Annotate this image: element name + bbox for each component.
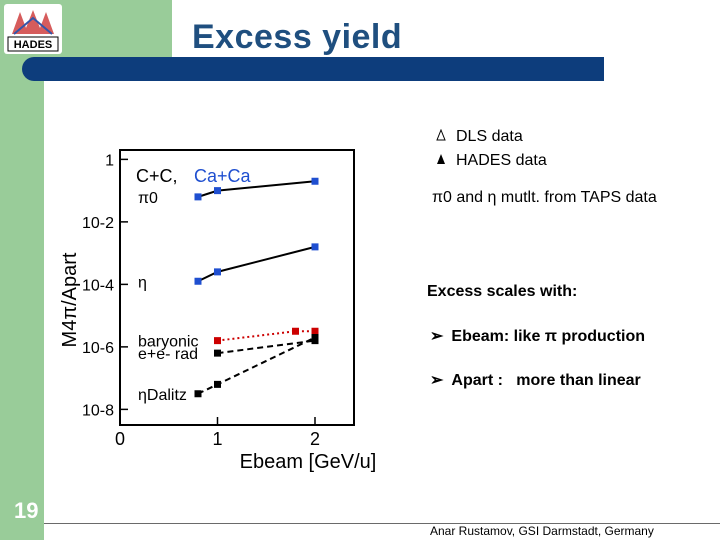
y-tick-label: 10-2 — [82, 215, 114, 232]
data-point — [214, 187, 221, 195]
x-tick-label: 0 — [115, 429, 125, 449]
open-triangle-icon — [436, 128, 446, 146]
x-tick-label: 2 — [310, 429, 320, 449]
series-line-2 — [217, 330, 315, 342]
left-green-bar — [0, 0, 44, 540]
bullet-apart: ➢ Apart : more than linear — [430, 370, 641, 390]
data-point — [311, 334, 319, 341]
data-point — [311, 177, 319, 185]
y-tick-label: 10-6 — [82, 340, 114, 357]
system-label-cc: C+C, — [136, 166, 178, 186]
arrow-bullet-icon: ➢ — [430, 372, 444, 389]
data-point — [214, 268, 221, 276]
slide-number: 19 — [14, 498, 39, 523]
series-label: e+e- rad — [138, 346, 198, 363]
y-tick-label: 10-8 — [82, 402, 114, 419]
excess-yield-chart: M4π/Apart Ebeam [GeV/u] C+C, Ca+Ca 0 1 2 1 1… — [59, 149, 377, 473]
arrow-bullet-icon: ➢ — [430, 328, 444, 345]
footer-divider — [44, 523, 720, 524]
series-label: π0 — [138, 190, 158, 207]
series-line-3 — [217, 339, 316, 355]
data-point — [214, 380, 221, 388]
series-label: baryonic — [138, 334, 198, 351]
taps-note: π0 and η mutlt. from TAPS data — [432, 189, 657, 206]
title-underline-bar — [22, 57, 604, 81]
system-label-caca: Ca+Ca — [194, 166, 252, 186]
plot-frame — [119, 149, 355, 426]
legend-hades: HADES data — [436, 152, 547, 170]
data-point — [214, 349, 221, 357]
y-axis-label: M4π/Apart — [59, 252, 81, 347]
logo-text: HADES — [14, 39, 53, 51]
bullet-ebeam-text: Ebeam: like π production — [451, 328, 646, 345]
data-point — [311, 327, 319, 335]
y-tick-label: 10-4 — [82, 277, 114, 294]
bullet-ebeam: ➢ Ebeam: like π production — [430, 326, 645, 346]
series-label: η — [138, 274, 147, 291]
legend-dls: DLS data — [436, 128, 523, 146]
hades-logo: HADES — [4, 4, 62, 54]
series-label: ηDalitz — [138, 387, 187, 404]
y-tick-label: 1 — [105, 152, 114, 169]
data-point — [214, 337, 221, 345]
data-point — [292, 327, 299, 335]
x-axis-label: Ebeam [GeV/u] — [240, 451, 377, 473]
series-line-1 — [197, 245, 316, 283]
excess-heading: Excess scales with: — [427, 283, 578, 300]
data-point — [194, 390, 202, 398]
legend-hades-label: HADES data — [456, 152, 547, 169]
footer-credit: Anar Rustamov, GSI Darmstadt, Germany — [430, 524, 654, 538]
data-point — [194, 193, 202, 201]
bullet-apart-text: Apart : more than linear — [451, 372, 641, 389]
data-point — [194, 277, 202, 285]
slide-title: Excess yield — [192, 18, 403, 56]
x-tick-label: 1 — [212, 429, 222, 449]
filled-triangle-icon — [436, 152, 446, 170]
data-point — [311, 243, 319, 251]
legend-dls-label: DLS data — [456, 128, 523, 145]
